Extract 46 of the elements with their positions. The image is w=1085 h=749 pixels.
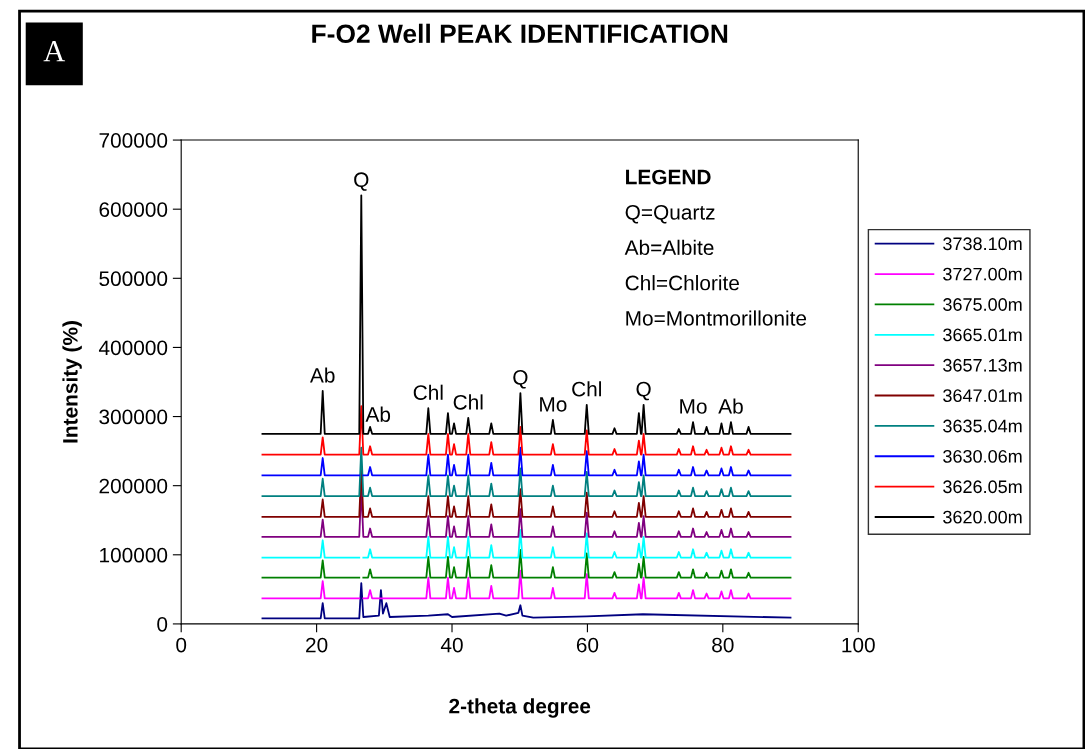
y-tick-label: 100000 [100,547,168,563]
annotation: Mo=Montmorillonite [626,310,807,326]
legend-label: 3620.00m [943,510,1022,524]
legend-label: 3727.00m [943,267,1022,281]
chart-title: F-O2 Well PEAK IDENTIFICATION [312,23,728,44]
y-tick-label: 200000 [99,478,168,494]
annotation: Q [513,370,528,389]
x-tick-label: 20 [306,637,328,653]
y-tick-label: 0 [157,616,168,632]
line-series [261,446,792,497]
legend-label: 3675.00m [943,298,1022,311]
annotation: Ab [310,367,335,383]
legend-label: 3647.01m [943,389,1022,403]
line-series [261,582,792,620]
y-tick-label: 600000 [99,202,168,217]
text: A [43,41,66,62]
annotation: Q=Quartz [625,204,715,224]
annotation: Chl [572,381,601,397]
annotation: Ab [365,406,391,422]
y-tick-label: 500000 [99,271,168,287]
annotation: Mo [680,399,707,414]
x-axis-title: 2-theta degree [449,698,591,718]
legend-label: 3738.10m [943,237,1022,251]
x-tick-label: 100 [842,637,875,653]
x-tick-label: 40 [440,637,463,653]
annotation: Q [354,172,369,191]
annotation: Ab=Albite [624,239,714,256]
annotation: Chl [413,384,443,400]
annotation: Ab [718,398,743,414]
y-tick-label: 400000 [98,340,168,356]
y-tick-label: 700000 [99,133,168,148]
x-tick-label: 0 [176,637,187,653]
legend-label: 3626.05m [943,480,1022,494]
annotation: Chl=Chlorite [625,275,739,291]
legend-label: 3630.06m [943,449,1022,463]
legend-label: 3635.04m [943,419,1022,433]
annotation: Q [636,381,651,401]
legend-label: 3665.01m [943,328,1022,342]
annotation: Mo [540,397,567,412]
x-tick-label: 60 [576,637,599,653]
x-tick-label: 80 [712,637,734,653]
y-axis-title: Intensity (%) [62,321,82,443]
y-tick-label: 300000 [99,409,168,425]
annotation: Chl [453,394,483,410]
legend-label: 3657.13m [943,358,1022,372]
annotation: LEGEND [626,169,711,185]
